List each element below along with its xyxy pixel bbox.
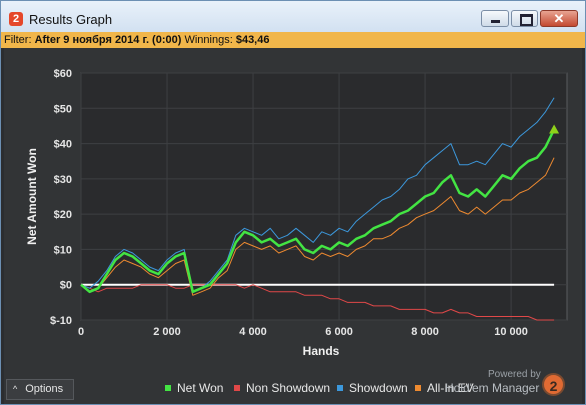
legend-label: Showdown [349, 381, 408, 395]
plot-area [80, 72, 568, 321]
end-arrow-icon [549, 124, 560, 134]
x-tick-label: 2 000 [153, 326, 181, 338]
series-showdown-line [80, 97, 555, 293]
legend-label: Non Showdown [246, 381, 331, 395]
y-tick-label: $60 [54, 68, 72, 80]
title-bar[interactable]: 2 Results Graph ✕ [1, 1, 585, 32]
legend-label: Net Won [177, 381, 224, 395]
maximize-icon [520, 14, 533, 26]
y-tick-label: $20 [54, 209, 72, 221]
filter-value: After 9 ноября 2014 г. (0:00) [34, 34, 182, 46]
winnings-label: Winnings: [184, 34, 233, 46]
legend-swatch [415, 385, 421, 391]
options-label: Options [25, 383, 64, 395]
legend-swatch [337, 385, 343, 391]
x-tick-label: 8 000 [411, 326, 439, 338]
legend-item-net-won[interactable]: Net Won [165, 381, 223, 395]
series-non-showdown-line [80, 284, 555, 321]
minimize-button[interactable] [481, 10, 509, 27]
y-axis-label: Net Amount Won [25, 148, 39, 245]
options-button[interactable]: ^ Options [6, 379, 74, 400]
legend-item-non-showdown[interactable]: Non Showdown [234, 381, 330, 395]
close-icon: ✕ [553, 11, 565, 26]
filter-bar: Filter: After 9 ноября 2014 г. (0:00) Wi… [1, 32, 585, 48]
brand-name: Hold'em Manager [445, 381, 540, 395]
series-all-in-ev-line [80, 157, 555, 296]
y-tick-label: $0 [60, 280, 72, 292]
y-tick-label: $-10 [50, 315, 72, 327]
y-tick-label: $30 [54, 174, 72, 186]
legend-label: All-In EV [427, 381, 474, 395]
minimize-icon [491, 20, 500, 23]
chevron-up-icon: ^ [13, 384, 18, 394]
x-tick-label: 6 000 [325, 326, 353, 338]
series-net-won-line [80, 128, 556, 294]
window-title: Results Graph [29, 12, 113, 27]
x-tick-label: 0 [78, 326, 84, 338]
legend-swatch [165, 385, 171, 391]
results-chart: $-10 $0 $10 $20 $30 $40 $50 $60 0 2 000 4 000 6 000… [25, 68, 568, 358]
close-button[interactable]: ✕ [540, 10, 578, 27]
winnings-value: $43,46 [235, 34, 270, 46]
app-logo-icon: 2 [9, 12, 23, 26]
legend-swatch [234, 385, 240, 391]
y-tick-label: $40 [54, 139, 72, 151]
hm2-logo-icon: 2 [542, 373, 565, 396]
x-tick-label: 10 000 [494, 326, 528, 338]
powered-by-label: Powered by [488, 369, 541, 380]
x-tick-label: 4 000 [239, 326, 267, 338]
legend-item-showdown[interactable]: Showdown [337, 381, 408, 395]
y-tick-label: $10 [54, 244, 72, 256]
y-tick-label: $50 [54, 103, 72, 115]
legend-item-all-in-ev[interactable]: All-In EV [415, 381, 474, 395]
maximize-button[interactable] [511, 10, 538, 27]
filter-label: Filter: [4, 34, 32, 46]
x-axis-label: Hands [303, 344, 340, 358]
